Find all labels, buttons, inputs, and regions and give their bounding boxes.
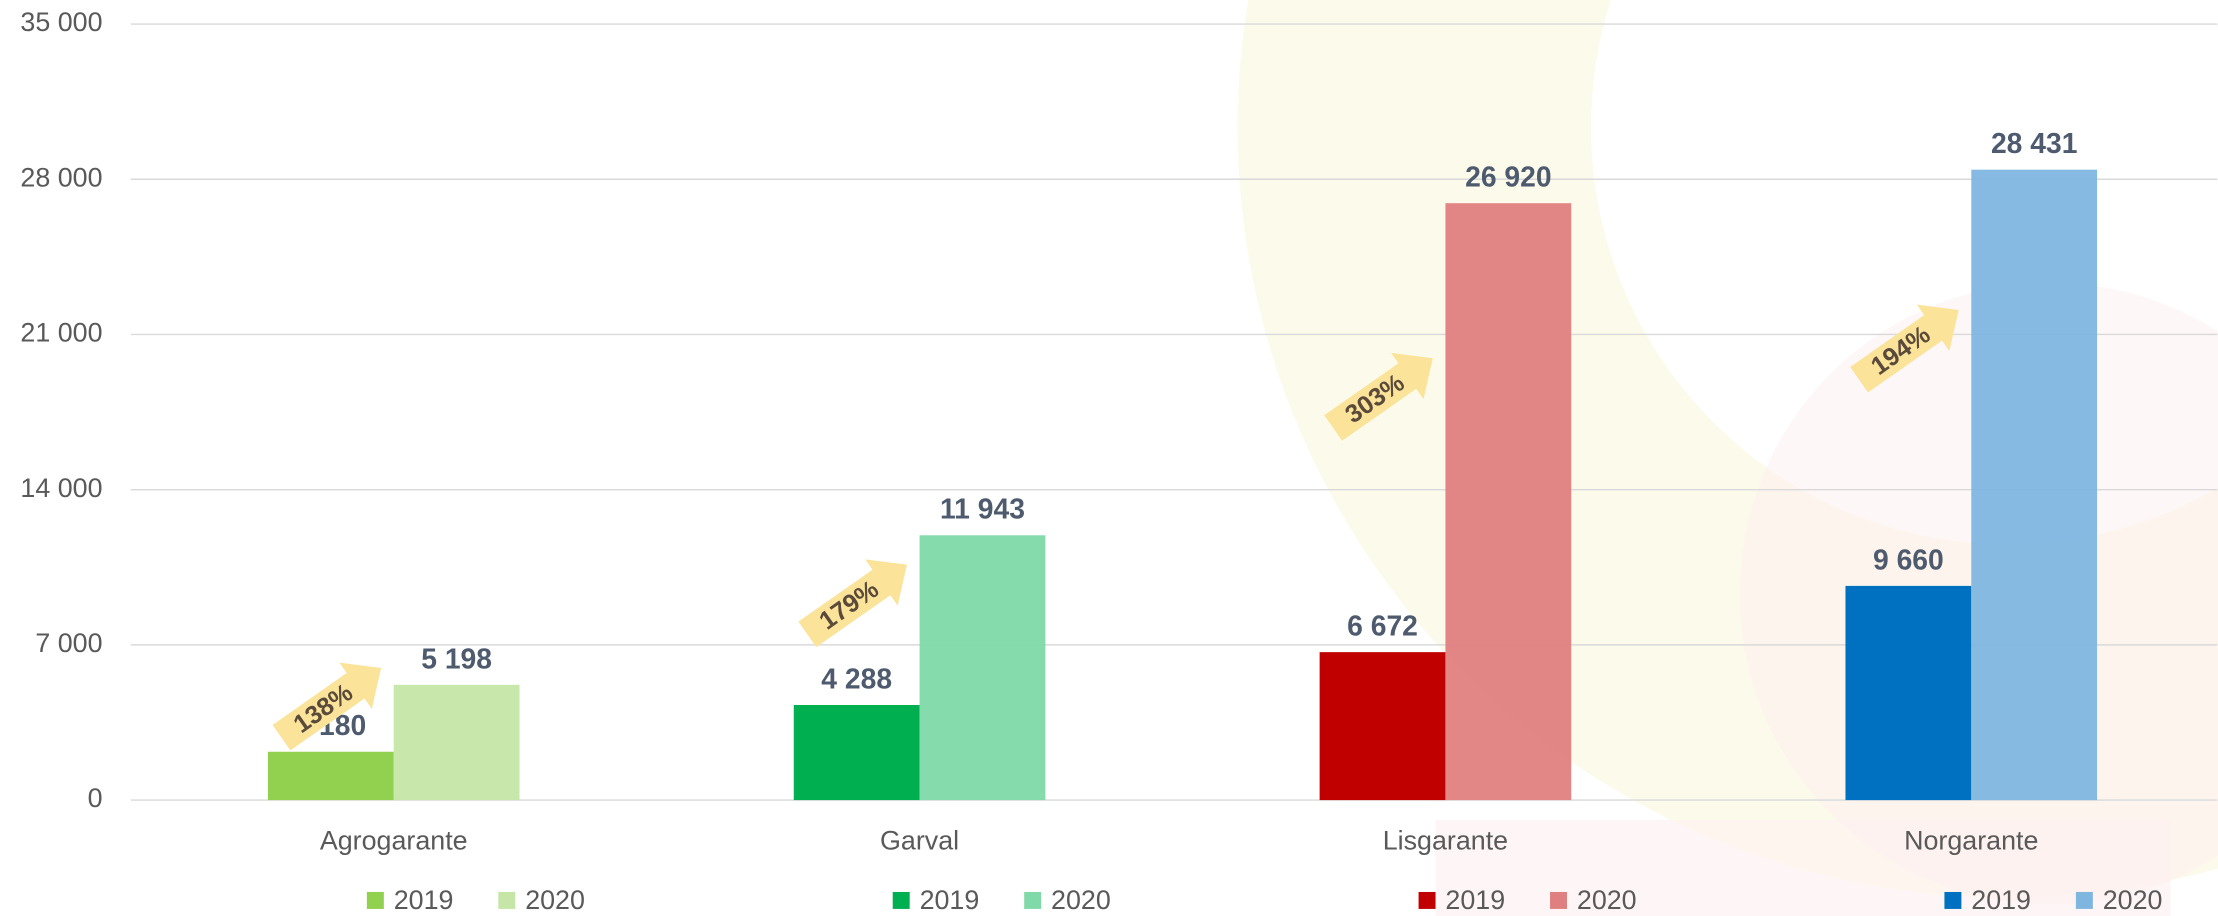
value-label: 26 920 — [1465, 161, 1551, 193]
legend-swatch — [367, 892, 384, 909]
legend-label: 2020 — [525, 885, 585, 915]
x-tick-label: Garval — [880, 826, 959, 856]
y-tick-label: 7 000 — [35, 628, 102, 658]
legend-label: 2019 — [1971, 885, 2031, 915]
legend-swatch — [893, 892, 910, 909]
growth-arrow: 179% — [791, 542, 923, 658]
bar — [1845, 586, 1971, 800]
bar — [268, 752, 394, 800]
bar — [1320, 652, 1446, 800]
legend-label: 2019 — [394, 885, 454, 915]
y-tick-label: 14 000 — [20, 473, 102, 503]
x-tick-label: Lisgarante — [1383, 826, 1508, 856]
chart: 07 00014 00021 00028 00035 0002 1805 198… — [0, 0, 2218, 916]
value-label: 5 198 — [421, 642, 492, 674]
bar — [1971, 170, 2097, 800]
value-label: 4 288 — [821, 662, 892, 694]
value-label: 11 943 — [940, 493, 1025, 525]
bar — [394, 685, 520, 800]
legend-label: 2019 — [1445, 885, 1505, 915]
y-tick-label: 0 — [88, 783, 103, 813]
legend-swatch — [498, 892, 515, 909]
bar — [920, 535, 1046, 800]
legend-label: 2020 — [1051, 885, 1111, 915]
growth-label: 179% — [814, 575, 883, 635]
bar — [794, 705, 920, 800]
legend-swatch — [1024, 892, 1041, 909]
growth-arrow: 138% — [265, 645, 397, 761]
legend-swatch — [1550, 892, 1567, 909]
x-tick-label: Norgarante — [1904, 826, 2038, 856]
value-label: 6 672 — [1347, 610, 1418, 642]
y-tick-label: 28 000 — [20, 162, 102, 192]
y-tick-label: 21 000 — [20, 318, 102, 348]
value-label: 28 431 — [1991, 127, 2077, 159]
x-tick-label: Agrogarante — [320, 826, 468, 856]
y-tick-label: 35 000 — [20, 7, 102, 37]
legend-label: 2020 — [2103, 885, 2163, 915]
legend-swatch — [2076, 892, 2093, 909]
legend-label: 2019 — [920, 885, 980, 915]
legend-swatch — [1944, 892, 1961, 909]
legend-swatch — [1419, 892, 1436, 909]
bar — [1445, 203, 1571, 800]
value-label: 9 660 — [1873, 543, 1944, 575]
legend-label: 2020 — [1577, 885, 1637, 915]
